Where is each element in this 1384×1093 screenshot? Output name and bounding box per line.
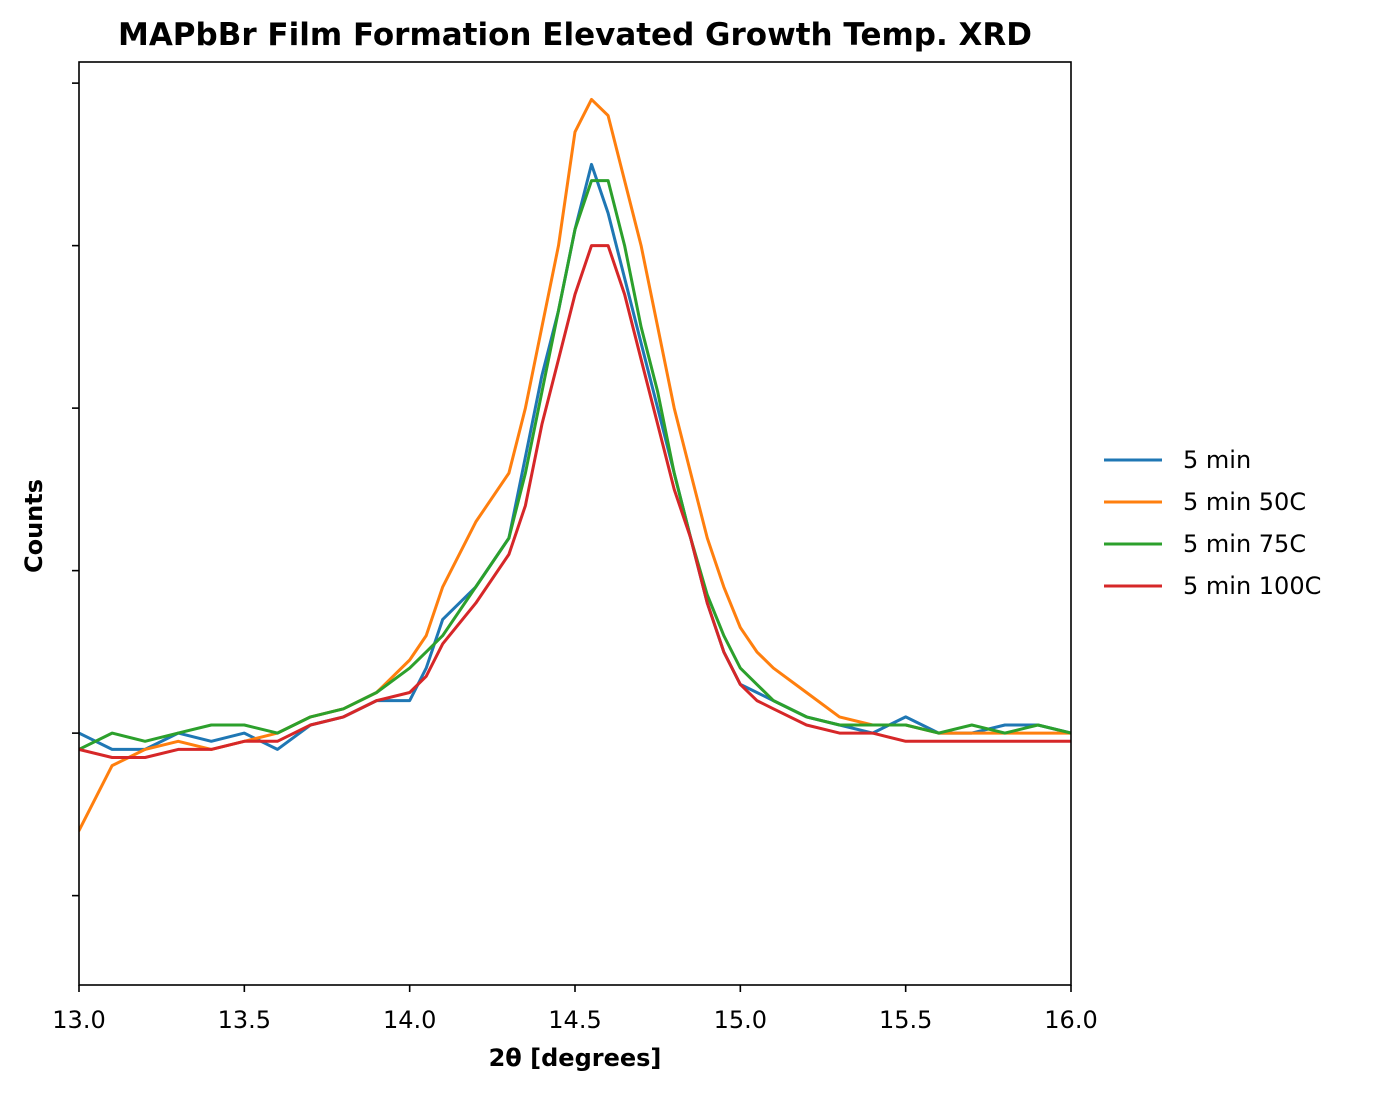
y-axis-label: Counts	[20, 479, 48, 573]
x-tick-label-6: 16.0	[1044, 1006, 1097, 1034]
series-layer	[79, 97, 1071, 833]
plot-background	[79, 62, 1071, 985]
x-tick-label-1: 13.5	[218, 1006, 271, 1034]
legend-label-3: 5 min 100C	[1183, 572, 1321, 600]
x-tick-label-5: 15.5	[879, 1006, 932, 1034]
series-line-2	[79, 179, 1071, 751]
x-tick-label-2: 14.0	[383, 1006, 436, 1034]
legend-label-1: 5 min 50C	[1183, 488, 1306, 516]
x-tick-label-0: 13.0	[52, 1006, 105, 1034]
plot-area	[78, 61, 1072, 986]
legend: 5 min 5 min 50C 5 min 75C 5 min 100C	[1104, 446, 1321, 600]
x-axis-label: 2θ [degrees]	[489, 1044, 662, 1072]
x-tick-label-3: 14.5	[548, 1006, 601, 1034]
legend-label-0: 5 min	[1183, 446, 1251, 474]
y-axis	[72, 82, 79, 897]
legend-label-2: 5 min 75C	[1183, 530, 1306, 558]
series-line-0	[79, 162, 1071, 751]
x-tick-label-4: 15.0	[714, 1006, 767, 1034]
chart-title: MAPbBr Film Formation Elevated Growth Te…	[118, 17, 1032, 53]
series-line-3	[79, 244, 1071, 759]
x-axis: 13.0 13.5 14.0 14.5 15.0 15.5 16.0	[52, 985, 1098, 1034]
